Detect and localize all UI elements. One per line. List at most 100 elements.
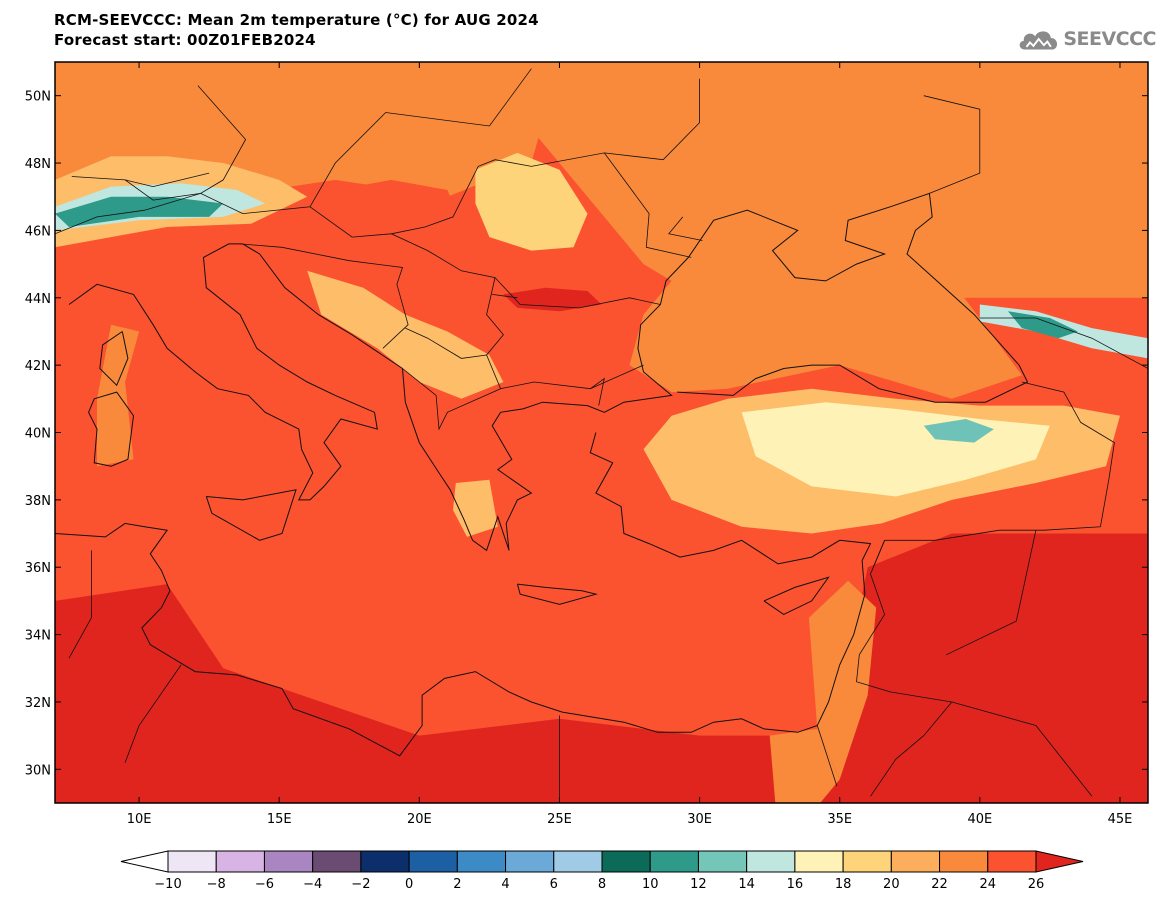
border-9 bbox=[402, 368, 501, 431]
colorbar-label: 2 bbox=[453, 877, 461, 892]
colorbar-swatch bbox=[746, 850, 796, 873]
lon-tick-label: 45E bbox=[1108, 812, 1133, 827]
colorbar-label: 18 bbox=[835, 877, 852, 892]
lat-tick-label: 36N bbox=[25, 561, 51, 576]
lon-tick-label: 25E bbox=[547, 812, 572, 827]
colorbar-swatch bbox=[505, 850, 555, 873]
lat-tick-label: 30N bbox=[25, 763, 51, 778]
border-8 bbox=[405, 327, 487, 359]
region-levant-warm bbox=[808, 580, 877, 780]
lon-tick-label: 15E bbox=[267, 812, 292, 827]
colorbar-label: −2 bbox=[351, 877, 370, 892]
border-18 bbox=[124, 664, 182, 763]
lat-tick-label: 44N bbox=[25, 292, 51, 307]
page-title: RCM-SEEVCCC: Mean 2m temperature (°C) fo… bbox=[54, 11, 539, 29]
region-north-africa-hot bbox=[55, 533, 1148, 803]
lat-tick-label: 32N bbox=[25, 696, 51, 711]
colorbar-label: 22 bbox=[931, 877, 948, 892]
border-10 bbox=[590, 377, 605, 406]
lon-tick-label: 20E bbox=[407, 812, 432, 827]
border-23 bbox=[668, 216, 703, 241]
colorbar-swatch bbox=[939, 850, 989, 873]
colorbar-label: 20 bbox=[883, 877, 900, 892]
region-iberian-greece-warm bbox=[453, 479, 498, 537]
region-pannonian-hot bbox=[335, 179, 462, 258]
coastline-corsica bbox=[99, 331, 129, 387]
border-19 bbox=[68, 550, 92, 659]
colorbar-label: 0 bbox=[405, 877, 413, 892]
coastline-italy bbox=[68, 243, 378, 501]
colorbar-label: −10 bbox=[154, 877, 181, 892]
colorbar-swatch bbox=[697, 850, 748, 873]
region-black-sea bbox=[629, 230, 1022, 399]
lat-tick-label: 38N bbox=[25, 494, 51, 509]
region-alps-cold bbox=[55, 196, 224, 227]
colorbar-swatch bbox=[987, 850, 1037, 873]
colorbar-swatch bbox=[649, 850, 699, 873]
lon-tick-label: 35E bbox=[827, 812, 852, 827]
page-subtitle: Forecast start: 00Z01FEB2024 bbox=[54, 31, 316, 49]
colorbar-label: −8 bbox=[207, 877, 226, 892]
colorbar-high-arrow bbox=[1035, 850, 1084, 873]
region-carpathians-cool bbox=[475, 152, 588, 251]
colorbar-swatch bbox=[842, 850, 892, 873]
coastlines-and-borders bbox=[55, 68, 1148, 803]
lat-tick-label: 46N bbox=[25, 224, 51, 239]
lat-tick-label: 50N bbox=[25, 90, 51, 105]
colorbar-label: −4 bbox=[303, 877, 322, 892]
lon-tick-label: 30E bbox=[687, 812, 712, 827]
lat-tick-label: 40N bbox=[25, 427, 51, 442]
colorbar: −10 −8 −6 −4 −2 0 2 4 6 8 10 12 14 16 18 20 22 24 26 bbox=[120, 850, 1084, 892]
colorbar-label: 16 bbox=[787, 877, 804, 892]
border-16 bbox=[816, 725, 838, 787]
coastline-anatolia-south bbox=[55, 432, 872, 757]
colorbar-label: 24 bbox=[980, 877, 997, 892]
colorbar-swatch bbox=[794, 850, 844, 873]
region-eastern-europe-warm bbox=[531, 62, 1148, 298]
region-anatolia-coldest bbox=[923, 419, 994, 443]
coastline-sicily bbox=[205, 489, 297, 541]
region-sinai-warm bbox=[769, 728, 840, 803]
border-15 bbox=[951, 701, 1093, 797]
colorbar-swatch bbox=[601, 850, 651, 873]
colorbar-swatch bbox=[553, 850, 603, 873]
lon-tick-label: 10E bbox=[127, 812, 152, 827]
colorbar-label: 6 bbox=[550, 877, 558, 892]
border-13 bbox=[856, 540, 953, 797]
border-5 bbox=[239, 243, 409, 349]
region-south-italy-warm bbox=[97, 324, 140, 467]
latitude-axis: 50N 48N 46N 44N 42N 40N 38N 36N 34N 32N 30N bbox=[25, 90, 1148, 778]
border-21 bbox=[604, 78, 700, 161]
border-11 bbox=[979, 317, 1148, 369]
border-3 bbox=[55, 68, 532, 235]
colorbar-low-arrow bbox=[120, 850, 169, 873]
colorbar-label: −6 bbox=[255, 877, 274, 892]
coastline-crete bbox=[516, 583, 598, 605]
region-balkans-cool bbox=[307, 270, 504, 399]
title-block: RCM-SEEVCCC: Mean 2m temperature (°C) fo… bbox=[54, 10, 539, 50]
border-20 bbox=[492, 294, 518, 299]
border-12 bbox=[872, 381, 1115, 568]
temperature-field bbox=[55, 62, 1148, 803]
border-4 bbox=[309, 152, 692, 258]
colorbar-label: 14 bbox=[738, 877, 755, 892]
lat-tick-label: 42N bbox=[25, 359, 51, 374]
colorbar-swatch bbox=[408, 850, 458, 873]
colorbar-swatch bbox=[312, 850, 362, 873]
coastline-balkan-adriatic bbox=[242, 192, 1029, 552]
colorbar-swatch bbox=[215, 850, 265, 873]
longitude-axis: 10E 15E 20E 25E 30E 35E 40E 45E bbox=[127, 62, 1133, 827]
seevccc-logo: SEEVCCC bbox=[1016, 22, 1156, 56]
colorbar-label: 12 bbox=[690, 877, 707, 892]
border-6 bbox=[391, 233, 661, 309]
colorbar-swatch bbox=[360, 850, 410, 873]
border-2 bbox=[125, 172, 210, 188]
colorbar-label: 10 bbox=[642, 877, 659, 892]
border-14 bbox=[946, 530, 1037, 656]
colorbar-swatch bbox=[263, 850, 314, 873]
border-22 bbox=[923, 95, 981, 194]
lon-tick-label: 40E bbox=[967, 812, 992, 827]
colorbar-swatch bbox=[167, 850, 217, 873]
cloud-icon bbox=[1019, 31, 1058, 50]
